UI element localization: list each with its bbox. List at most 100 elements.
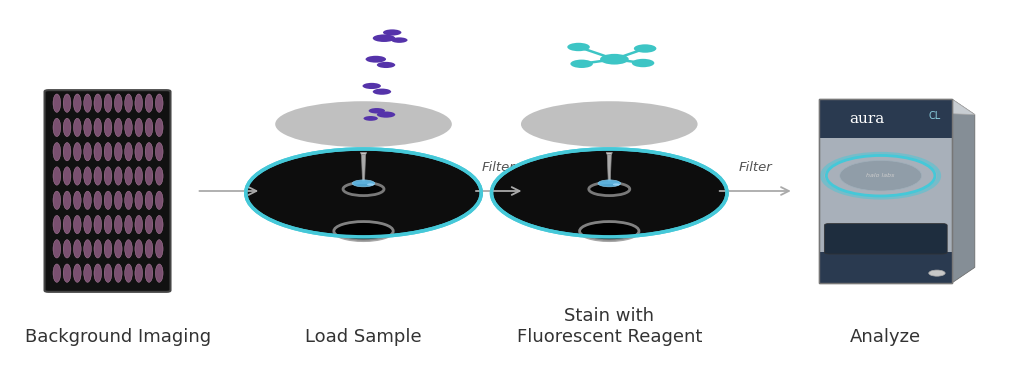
Ellipse shape bbox=[115, 264, 122, 282]
Ellipse shape bbox=[135, 264, 142, 282]
Ellipse shape bbox=[74, 94, 81, 112]
Ellipse shape bbox=[521, 101, 697, 147]
Ellipse shape bbox=[145, 240, 153, 258]
Ellipse shape bbox=[53, 167, 60, 185]
Ellipse shape bbox=[156, 142, 163, 161]
Ellipse shape bbox=[74, 142, 81, 161]
Ellipse shape bbox=[125, 191, 132, 209]
Ellipse shape bbox=[63, 191, 71, 209]
Ellipse shape bbox=[275, 101, 452, 147]
Polygon shape bbox=[607, 155, 611, 181]
Ellipse shape bbox=[156, 215, 163, 234]
Ellipse shape bbox=[125, 142, 132, 161]
Polygon shape bbox=[819, 99, 975, 115]
Ellipse shape bbox=[115, 191, 122, 209]
Ellipse shape bbox=[632, 59, 654, 67]
Ellipse shape bbox=[156, 264, 163, 282]
FancyBboxPatch shape bbox=[824, 223, 947, 254]
Ellipse shape bbox=[115, 118, 122, 137]
Ellipse shape bbox=[53, 264, 60, 282]
Ellipse shape bbox=[156, 94, 163, 112]
Ellipse shape bbox=[156, 191, 163, 209]
Ellipse shape bbox=[94, 240, 101, 258]
Ellipse shape bbox=[612, 183, 620, 186]
Ellipse shape bbox=[84, 118, 91, 137]
Ellipse shape bbox=[63, 215, 71, 234]
Ellipse shape bbox=[74, 215, 81, 234]
Ellipse shape bbox=[74, 167, 81, 185]
Ellipse shape bbox=[84, 94, 91, 112]
Ellipse shape bbox=[104, 240, 112, 258]
Text: Background Imaging: Background Imaging bbox=[25, 328, 211, 346]
Ellipse shape bbox=[74, 240, 81, 258]
Ellipse shape bbox=[135, 191, 142, 209]
Ellipse shape bbox=[135, 118, 142, 137]
Text: halo labs: halo labs bbox=[866, 173, 895, 178]
Polygon shape bbox=[360, 152, 367, 155]
Ellipse shape bbox=[135, 215, 142, 234]
Ellipse shape bbox=[104, 142, 112, 161]
FancyBboxPatch shape bbox=[819, 99, 952, 283]
Circle shape bbox=[840, 160, 922, 191]
Circle shape bbox=[492, 149, 727, 237]
Text: aura: aura bbox=[850, 112, 885, 126]
Ellipse shape bbox=[84, 215, 91, 234]
Ellipse shape bbox=[600, 54, 629, 65]
Ellipse shape bbox=[53, 215, 60, 234]
Ellipse shape bbox=[63, 142, 71, 161]
FancyBboxPatch shape bbox=[819, 252, 952, 283]
Ellipse shape bbox=[383, 29, 401, 36]
Ellipse shape bbox=[94, 264, 101, 282]
Text: Load Sample: Load Sample bbox=[305, 328, 422, 346]
Ellipse shape bbox=[125, 118, 132, 137]
Ellipse shape bbox=[104, 264, 112, 282]
Ellipse shape bbox=[125, 215, 132, 234]
Ellipse shape bbox=[377, 112, 395, 118]
Circle shape bbox=[929, 270, 945, 276]
Circle shape bbox=[246, 149, 481, 237]
Ellipse shape bbox=[115, 167, 122, 185]
Ellipse shape bbox=[391, 37, 408, 43]
Ellipse shape bbox=[362, 83, 381, 89]
Ellipse shape bbox=[94, 167, 101, 185]
Ellipse shape bbox=[366, 56, 386, 63]
Polygon shape bbox=[361, 155, 366, 181]
Text: CL: CL bbox=[929, 111, 941, 121]
Ellipse shape bbox=[364, 116, 378, 121]
FancyBboxPatch shape bbox=[45, 90, 170, 292]
Ellipse shape bbox=[94, 94, 101, 112]
Ellipse shape bbox=[135, 142, 142, 161]
Ellipse shape bbox=[343, 183, 384, 196]
Ellipse shape bbox=[74, 118, 81, 137]
Ellipse shape bbox=[156, 167, 163, 185]
Ellipse shape bbox=[94, 191, 101, 209]
Ellipse shape bbox=[145, 167, 153, 185]
Ellipse shape bbox=[373, 34, 395, 42]
Ellipse shape bbox=[135, 167, 142, 185]
Ellipse shape bbox=[74, 264, 81, 282]
Ellipse shape bbox=[84, 240, 91, 258]
Ellipse shape bbox=[145, 191, 153, 209]
Ellipse shape bbox=[94, 142, 101, 161]
Ellipse shape bbox=[367, 183, 375, 186]
Ellipse shape bbox=[135, 94, 142, 112]
Ellipse shape bbox=[125, 240, 132, 258]
Ellipse shape bbox=[377, 62, 395, 68]
Ellipse shape bbox=[115, 94, 122, 112]
Ellipse shape bbox=[145, 94, 153, 112]
Ellipse shape bbox=[634, 44, 656, 53]
Ellipse shape bbox=[373, 89, 391, 95]
Ellipse shape bbox=[53, 94, 60, 112]
Polygon shape bbox=[606, 152, 612, 155]
Ellipse shape bbox=[570, 60, 593, 68]
Ellipse shape bbox=[334, 222, 393, 241]
Ellipse shape bbox=[156, 240, 163, 258]
Ellipse shape bbox=[74, 191, 81, 209]
Text: Filter: Filter bbox=[482, 161, 515, 174]
Ellipse shape bbox=[63, 167, 71, 185]
Ellipse shape bbox=[84, 167, 91, 185]
Ellipse shape bbox=[125, 94, 132, 112]
Ellipse shape bbox=[104, 167, 112, 185]
Text: Filter: Filter bbox=[739, 161, 772, 174]
Ellipse shape bbox=[145, 142, 153, 161]
